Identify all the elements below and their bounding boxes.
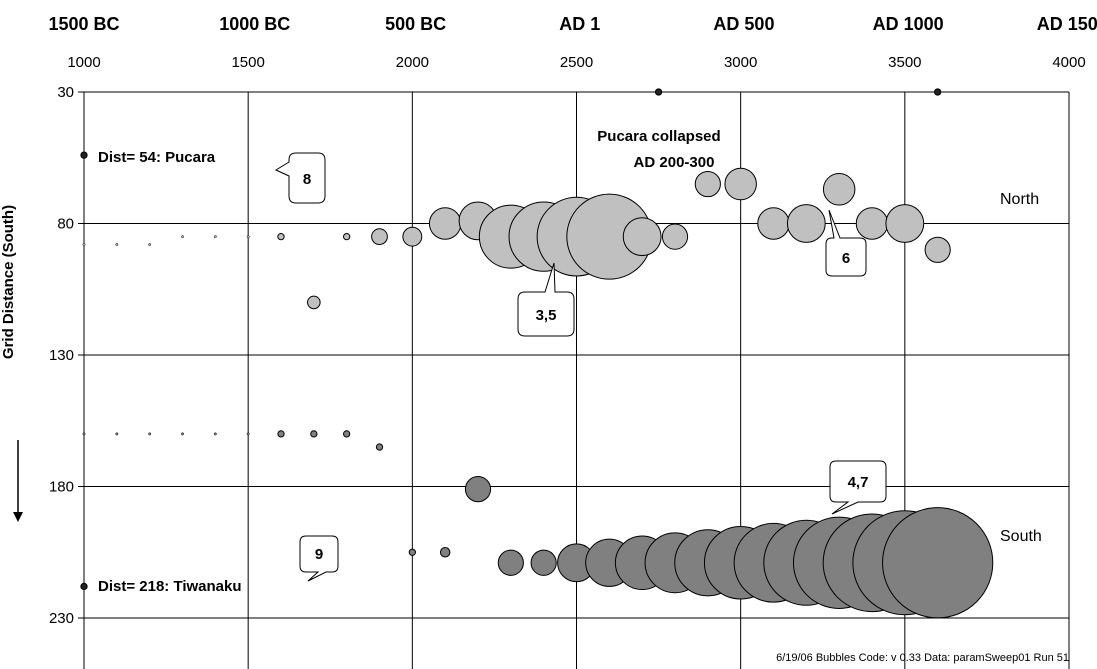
callout-6-text: 6	[842, 250, 850, 267]
marker-bubble	[934, 88, 942, 96]
region-south-label: South	[1000, 528, 1042, 545]
middle-bubble	[277, 430, 285, 438]
x-tick-label: 2500	[560, 54, 593, 71]
y-tick-label: 130	[49, 347, 74, 364]
callout-4-7-text: 4,7	[848, 474, 869, 491]
x-tick-label: 3000	[724, 54, 757, 71]
pucara-collapsed-line2: AD 200-300	[634, 154, 715, 171]
middle-bubble	[375, 443, 384, 451]
north-bubble	[786, 204, 826, 243]
north-bubble	[246, 235, 250, 239]
south-bubble	[439, 547, 451, 558]
middle-bubble	[148, 432, 152, 436]
callout-4-7: 4,7	[829, 460, 887, 515]
pucara-collapsed-line1: Pucara collapsed	[597, 128, 720, 145]
x-tick-label: 1500	[231, 54, 264, 71]
north-bubble	[885, 204, 925, 243]
era-tick-label: 500 BC	[385, 14, 446, 34]
y-tick-label: 230	[49, 610, 74, 627]
era-tick-label: AD 1	[559, 14, 600, 34]
middle-bubble	[464, 476, 492, 503]
x-tick-label: 3500	[888, 54, 921, 71]
north-bubble	[855, 207, 889, 240]
callout-9: 9	[299, 535, 339, 582]
x-tick-label: 4000	[1052, 54, 1085, 71]
y-tick-label: 180	[49, 479, 74, 496]
region-north-label: North	[1000, 191, 1039, 208]
callout-3-5: 3,5	[517, 262, 575, 337]
y-axis-label: Grid Distance (South)	[0, 205, 17, 359]
pucara-distance-label: Dist= 54: Pucara	[98, 149, 216, 166]
north-bubble	[757, 207, 790, 240]
north-bubble	[181, 235, 184, 239]
north-bubble	[661, 223, 689, 250]
north-bubble	[343, 233, 351, 241]
callout-6: 6	[825, 209, 867, 277]
north-bubble	[724, 167, 757, 201]
middle-bubble	[310, 430, 318, 438]
footer-note: 6/19/06 Bubbles Code: v 0.33 Data: param…	[776, 652, 1069, 664]
north-bubble	[148, 243, 152, 246]
north-bubble	[115, 243, 119, 246]
marker-bubble	[654, 88, 663, 96]
callout-9-text: 9	[315, 546, 323, 563]
middle-bubble	[343, 430, 351, 438]
era-tick-label: 1500 BC	[48, 14, 119, 34]
marker-bubble	[80, 582, 88, 591]
callout-8-text: 8	[303, 171, 311, 188]
north-bubble	[307, 295, 321, 310]
north-bubble	[82, 243, 86, 246]
north-bubble	[213, 235, 217, 239]
north-bubble	[822, 173, 856, 206]
middle-bubble	[246, 432, 250, 436]
marker-bubble	[80, 151, 88, 159]
north-bubble	[694, 170, 721, 198]
era-tick-labels: 1500 BC 1000 BC 500 BC AD 1 AD 500 AD 1000 AD …	[48, 14, 1097, 34]
era-tick-label: AD 1500	[1037, 14, 1097, 34]
north-bubble	[402, 226, 423, 247]
y-tick-label: 80	[57, 216, 74, 233]
south-bubble	[530, 549, 557, 576]
north-bubble	[622, 217, 662, 257]
middle-bubble	[213, 432, 217, 436]
south-bubble	[408, 548, 416, 556]
era-tick-label: AD 500	[713, 14, 774, 34]
era-tick-label: 1000 BC	[219, 14, 290, 34]
middle-bubble	[181, 432, 184, 436]
middle-bubble	[115, 432, 119, 436]
north-bubble	[371, 228, 388, 246]
y-tick-labels: 30 80 130 180 230	[49, 84, 74, 627]
x-tick-label: 2000	[396, 54, 429, 71]
north-bubble	[924, 236, 951, 263]
x-tick-label: 1000	[67, 54, 100, 71]
year-tick-labels: 1000 1500 2000 2500 3000 3500 4000	[67, 54, 1085, 71]
north-bubble	[277, 233, 285, 241]
callout-8: 8	[274, 152, 326, 204]
callout-3-5-text: 3,5	[536, 307, 557, 324]
y-tick-label: 30	[57, 84, 74, 101]
bubbles	[80, 88, 994, 619]
south-bubble	[497, 549, 524, 576]
down-arrow-icon	[13, 440, 23, 522]
north-bubble	[428, 207, 462, 240]
south-bubble	[882, 507, 994, 619]
tiwanaku-distance-label: Dist= 218: Tiwanaku	[98, 578, 242, 595]
middle-bubble	[82, 432, 86, 436]
era-tick-label: AD 1000	[873, 14, 944, 34]
